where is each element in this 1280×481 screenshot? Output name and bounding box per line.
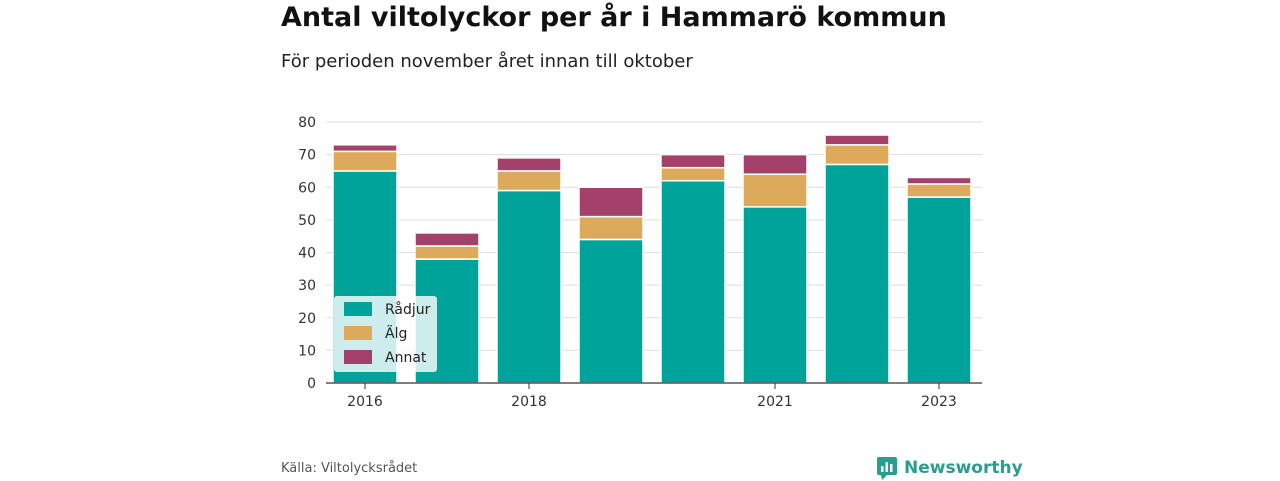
source-note: Källa: Viltolycksrådet [281, 461, 418, 476]
bar-segment-annat-2023 [906, 176, 972, 185]
brand-logo: Newsworthy [876, 455, 1023, 481]
y-tick-label: 50 [298, 213, 316, 229]
bar-segment-älg-2020 [660, 166, 726, 182]
legend-swatch-annat [344, 350, 372, 364]
x-axis-ticks: 2016 2018 2021 2023 [347, 383, 957, 410]
bar-segment-älg-2021 [742, 173, 808, 208]
bar-segment-annat-2020 [660, 153, 726, 169]
bar-segment-rådjur-2023 [906, 196, 972, 384]
y-tick-label: 30 [298, 278, 316, 294]
bar-segment-älg-2019 [578, 215, 644, 241]
y-tick-label: 70 [298, 148, 316, 164]
bar-segment-annat-2018 [496, 157, 562, 172]
x-tick-label: 2016 [347, 394, 383, 410]
legend-label-rådjur: Rådjur [385, 301, 431, 318]
bar-segment-rådjur-2022 [824, 163, 890, 384]
bar-segment-älg-2016 [332, 150, 398, 172]
y-axis-ticks: 0 10 20 30 40 50 60 70 80 [298, 115, 316, 392]
legend-label-annat: Annat [385, 350, 427, 366]
bar-segment-älg-2017 [414, 245, 480, 260]
x-tick-label: 2021 [757, 394, 793, 410]
chart-subtitle: För perioden november året innan till ok… [281, 51, 693, 72]
bar-segment-rådjur-2020 [660, 179, 726, 384]
newsworthy-logo-icon [877, 457, 897, 480]
y-tick-label: 80 [298, 115, 316, 131]
bar-segment-älg-2018 [496, 170, 562, 192]
bar-segment-annat-2017 [414, 232, 480, 247]
bar-segment-annat-2021 [742, 153, 808, 175]
y-tick-label: 60 [298, 180, 316, 196]
legend-label-älg: Älg [385, 324, 407, 342]
bar-segment-annat-2016 [332, 144, 398, 153]
y-tick-label: 0 [307, 376, 316, 392]
y-tick-label: 10 [298, 343, 316, 359]
y-tick-label: 20 [298, 311, 316, 327]
chart-title: Antal viltolyckor per år i Hammarö kommu… [281, 2, 947, 33]
legend-swatch-älg [344, 326, 372, 340]
bar-segment-rådjur-2021 [742, 206, 808, 384]
bar-segment-annat-2022 [824, 134, 890, 146]
legend-swatch-rådjur [344, 302, 372, 316]
bar-segment-älg-2022 [824, 144, 890, 166]
bar-segment-älg-2023 [906, 183, 972, 198]
legend: Rådjur Älg Annat [334, 296, 437, 372]
brand-name: Newsworthy [904, 458, 1023, 478]
y-tick-label: 40 [298, 246, 316, 262]
bar-segment-rådjur-2019 [578, 238, 644, 384]
x-tick-label: 2018 [511, 394, 547, 410]
bar-segment-annat-2019 [578, 186, 644, 218]
bar-segment-rådjur-2018 [496, 189, 562, 384]
x-tick-label: 2023 [921, 394, 957, 410]
